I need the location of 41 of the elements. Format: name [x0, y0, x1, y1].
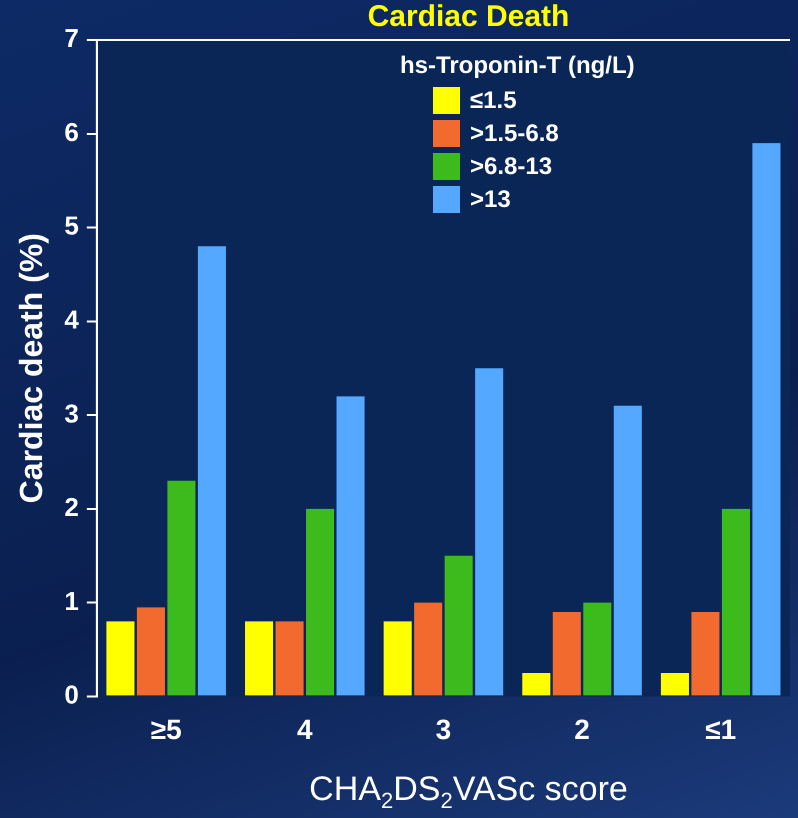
bar [691, 612, 720, 696]
legend-label: ≤1.5 [470, 86, 517, 114]
bar [583, 602, 612, 696]
y-axis-title: Cardiac death (%) [13, 233, 50, 504]
x-tick-label: 3 [436, 714, 452, 745]
bar [522, 672, 550, 696]
bar [752, 143, 780, 696]
bar [614, 406, 642, 696]
y-tick-label: 5 [64, 210, 79, 241]
y-tick-label: 1 [64, 586, 79, 616]
chart-title: Cardiac Death [366, 0, 570, 34]
x-axis-title: CHA$_{2}$DS$_{2}$VASc score [308, 770, 629, 814]
bar [336, 396, 365, 696]
bar [384, 621, 412, 696]
x-tick-label: ≤1 [705, 714, 736, 745]
legend-label: >13 [470, 186, 511, 214]
x-tick-label: ≥5 [150, 714, 182, 745]
bar [444, 556, 473, 696]
bar [475, 368, 504, 696]
y-tick-label: 7 [64, 23, 79, 54]
bar [276, 621, 304, 696]
bar [660, 672, 689, 696]
y-tick-label: 6 [64, 116, 79, 147]
bar [136, 607, 165, 696]
bar [198, 246, 226, 696]
legend-label: >1.5-6.8 [470, 120, 559, 148]
bar [245, 621, 274, 696]
y-tick-label: 2 [64, 492, 79, 522]
bar [306, 508, 334, 696]
bar [552, 612, 581, 696]
x-tick-label: 2 [574, 714, 590, 745]
legend-label: >6.8-13 [470, 152, 552, 180]
bar [722, 508, 750, 696]
y-tick-label: 4 [64, 304, 80, 334]
bar [106, 621, 134, 696]
y-tick-label: 0 [64, 680, 79, 710]
bar [414, 602, 442, 696]
y-tick-label: 3 [64, 398, 79, 428]
legend-title: hs-Troponin-T (ng/L) [400, 52, 635, 80]
x-tick-label: 4 [297, 714, 314, 745]
bar [167, 480, 196, 696]
